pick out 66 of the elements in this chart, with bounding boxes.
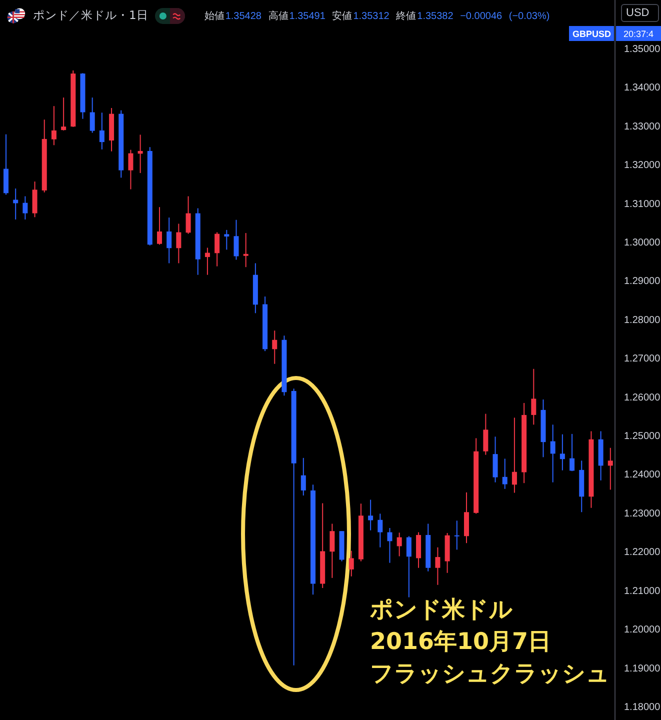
y-tick-label: 1.24000 bbox=[624, 470, 661, 481]
candlestick bbox=[214, 232, 220, 267]
y-tick-label: 1.32000 bbox=[624, 160, 661, 172]
candlestick bbox=[512, 417, 517, 494]
candlestick bbox=[387, 528, 392, 564]
candlestick bbox=[348, 550, 354, 577]
candlestick bbox=[406, 536, 412, 598]
y-tick-label: 1.18000 bbox=[624, 702, 661, 713]
candlestick bbox=[560, 434, 565, 471]
y-tick-label: 1.28000 bbox=[624, 314, 661, 326]
candlestick bbox=[138, 134, 143, 174]
y-tick-label: 1.33000 bbox=[624, 121, 661, 132]
text: 始値1.35428 高値1.35491 安値1.35312 終値1.35382 −0.00046 (−0.03%) bbox=[204, 10, 550, 22]
candlestick bbox=[32, 181, 38, 218]
candlestick bbox=[416, 532, 422, 568]
y-tick-label: 1.27000 bbox=[624, 354, 661, 365]
candlestick bbox=[224, 229, 230, 250]
candlestick bbox=[368, 499, 374, 531]
candlestick bbox=[243, 232, 248, 268]
y-tick-label: 1.29000 bbox=[624, 276, 661, 288]
candlestick bbox=[90, 97, 95, 134]
y-tick-label: 1.23000 bbox=[624, 508, 661, 520]
candlestick bbox=[22, 196, 28, 220]
y-tick-label: 1.19000 bbox=[624, 663, 661, 674]
annotation: GBPUSD bbox=[569, 26, 614, 41]
candlestick bbox=[454, 520, 460, 550]
candlestick bbox=[464, 492, 469, 544]
candlestick bbox=[483, 413, 488, 456]
candlestick bbox=[330, 523, 335, 578]
y-tick-label: 1.34000 bbox=[624, 82, 661, 94]
text: ポンド／米ドル・1日 bbox=[33, 8, 148, 23]
candlestick bbox=[502, 458, 508, 490]
candlestick bbox=[435, 546, 440, 586]
candlestick bbox=[608, 447, 613, 490]
y-tick-label: 1.21000 bbox=[624, 586, 661, 597]
candlestick bbox=[492, 436, 498, 483]
y-tick-label: 1.22000 bbox=[624, 547, 661, 558]
candlestick bbox=[61, 97, 66, 131]
y-tick-label: 1.25000 bbox=[624, 431, 661, 442]
candlestick bbox=[176, 223, 182, 264]
candlestick bbox=[186, 196, 191, 234]
y-tick-label: 1.35000 bbox=[624, 44, 661, 55]
candlestick bbox=[234, 219, 239, 260]
annotation: ポンド米ドル bbox=[370, 596, 513, 625]
candlestick bbox=[204, 247, 210, 276]
candlestick bbox=[272, 330, 278, 364]
text: 20:37:4 bbox=[616, 26, 661, 41]
y-tick-label: 1.20000 bbox=[624, 624, 661, 636]
candlestick bbox=[531, 368, 536, 426]
y-axis-title: USD bbox=[621, 4, 659, 22]
candlestick bbox=[166, 217, 172, 264]
candlestick bbox=[99, 112, 104, 150]
annotation: フラッシュクラッシュ bbox=[370, 660, 610, 689]
y-tick-label: 1.30000 bbox=[624, 237, 661, 248]
candlestick bbox=[300, 457, 306, 496]
y-tick-label: 1.31000 bbox=[624, 198, 661, 210]
candlestick bbox=[396, 532, 402, 557]
candlestick bbox=[570, 433, 575, 472]
candlestick bbox=[128, 149, 134, 190]
annotation: 2016年10月7日 bbox=[370, 628, 552, 657]
candlestick bbox=[13, 188, 18, 220]
candlestick bbox=[51, 106, 56, 146]
candlestick bbox=[156, 206, 162, 246]
y-tick-label: 1.26000 bbox=[624, 392, 661, 404]
candlestick bbox=[550, 424, 556, 483]
candlestick bbox=[378, 513, 383, 548]
